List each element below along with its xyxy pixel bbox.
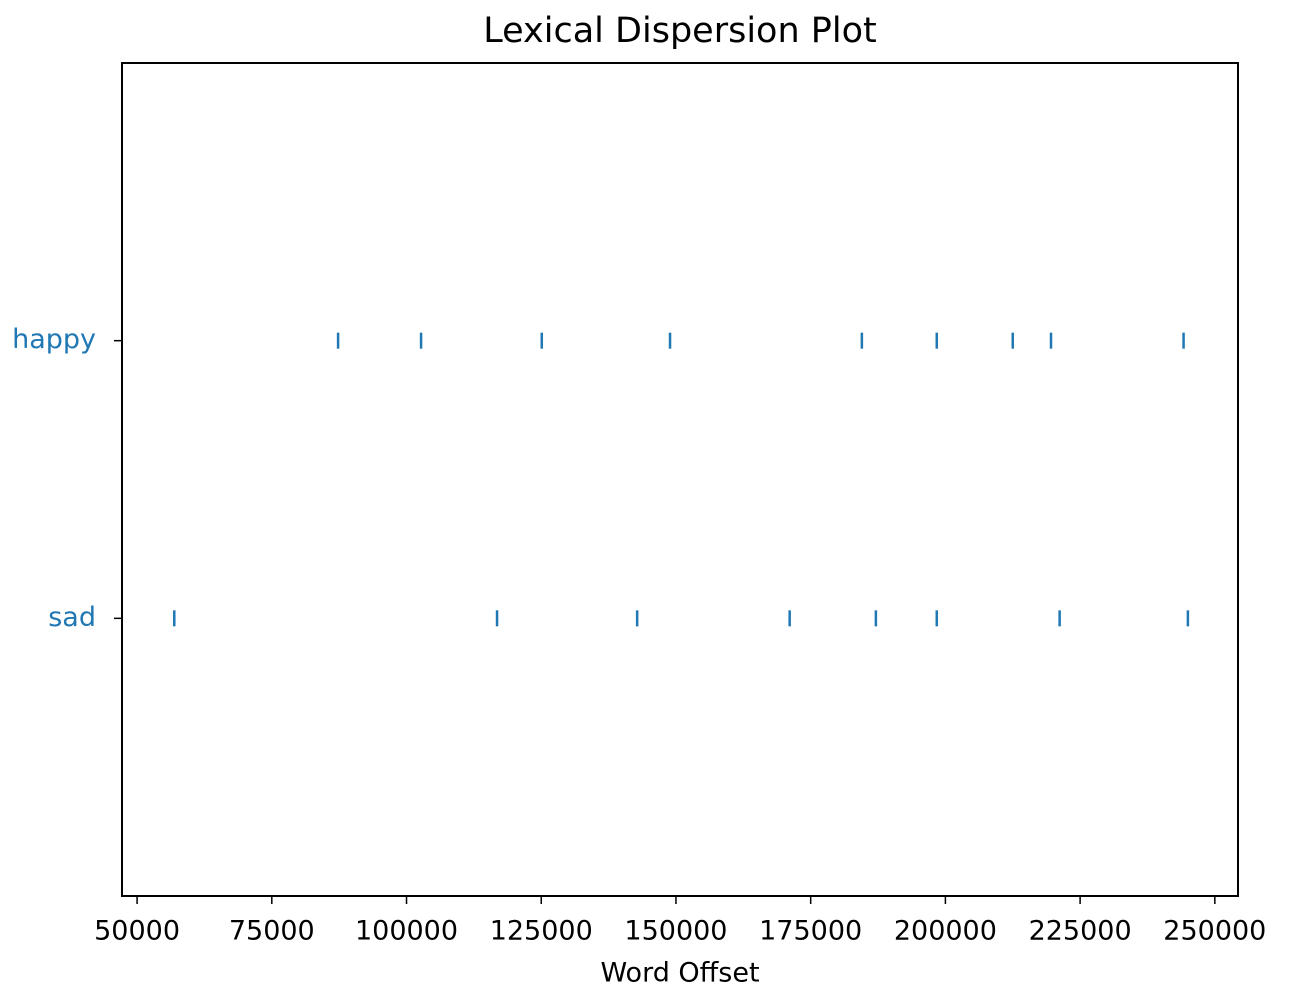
- y-tick-label: happy: [12, 324, 96, 355]
- plot-frame: [121, 62, 1239, 897]
- x-tick-label: 50000: [94, 916, 180, 947]
- x-tick-label: 100000: [355, 916, 458, 947]
- y-tick-label: sad: [48, 602, 96, 633]
- x-tick-label: 150000: [624, 916, 727, 947]
- x-tick-label: 175000: [759, 916, 862, 947]
- x-tick-label: 125000: [490, 916, 593, 947]
- x-axis-label: Word Offset: [600, 958, 759, 989]
- chart-title: Lexical Dispersion Plot: [483, 11, 876, 51]
- x-tick-label: 250000: [1163, 916, 1266, 947]
- x-tick-label: 75000: [229, 916, 315, 947]
- x-tick-label: 200000: [894, 916, 997, 947]
- x-tick-label: 225000: [1029, 916, 1132, 947]
